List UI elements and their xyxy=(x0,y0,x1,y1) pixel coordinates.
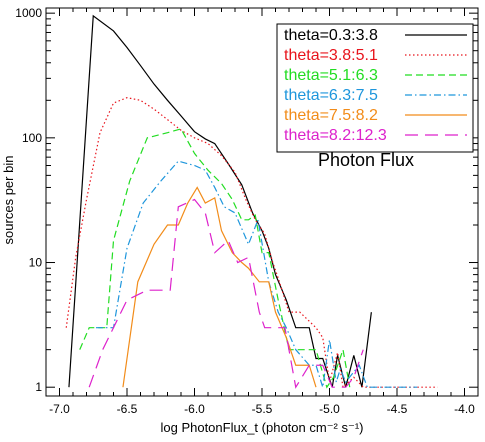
x-tick-label: -5.5 xyxy=(252,402,273,416)
series-line-3 xyxy=(79,128,351,389)
series-layer xyxy=(65,14,438,389)
legend-label-3: theta=5.1:6.3 xyxy=(284,67,378,84)
legend-box xyxy=(276,23,474,153)
axes-layer: -7.0 -6.5 -6.0 -5.5 -5.0 -4.5 -4.0 1 10 100 1000 xyxy=(15,6,478,416)
series-line-4 xyxy=(95,160,418,388)
y-tick-label: 1 xyxy=(35,380,42,394)
legend-label-6: theta=8.2:12.3 xyxy=(284,127,387,144)
x-tick-label: -6.5 xyxy=(117,402,138,416)
x-tick-label: -4.5 xyxy=(387,402,408,416)
legend-label-1: theta=0.3:3.8 xyxy=(284,27,378,44)
series-line-5 xyxy=(122,186,317,388)
photon-flux-annotation: Photon Flux xyxy=(318,150,414,170)
y-tick-label: 10 xyxy=(29,256,43,270)
x-tick-label: -7.0 xyxy=(49,402,70,416)
legend: theta=0.3:3.8 theta=3.8:5.1 theta=5.1:6.3 t… xyxy=(276,23,474,153)
y-tick-label: 1000 xyxy=(15,6,42,20)
x-tick-label: -6.0 xyxy=(184,402,205,416)
y-axis-label: sources per bin xyxy=(1,156,16,245)
x-axis-label: log PhotonFlux_t (photon cm⁻² s⁻¹) xyxy=(160,420,363,435)
legend-label-5: theta=7.5:8.2 xyxy=(284,107,378,124)
legend-label-4: theta=6.3:7.5 xyxy=(284,87,378,104)
series-line-2 xyxy=(65,97,438,389)
legend-label-2: theta=3.8:5.1 xyxy=(284,47,378,64)
x-tick-label: -5.0 xyxy=(319,402,340,416)
x-tick-label: -4.0 xyxy=(454,402,475,416)
y-tick-label: 100 xyxy=(22,131,42,145)
series-line-6 xyxy=(88,198,364,389)
